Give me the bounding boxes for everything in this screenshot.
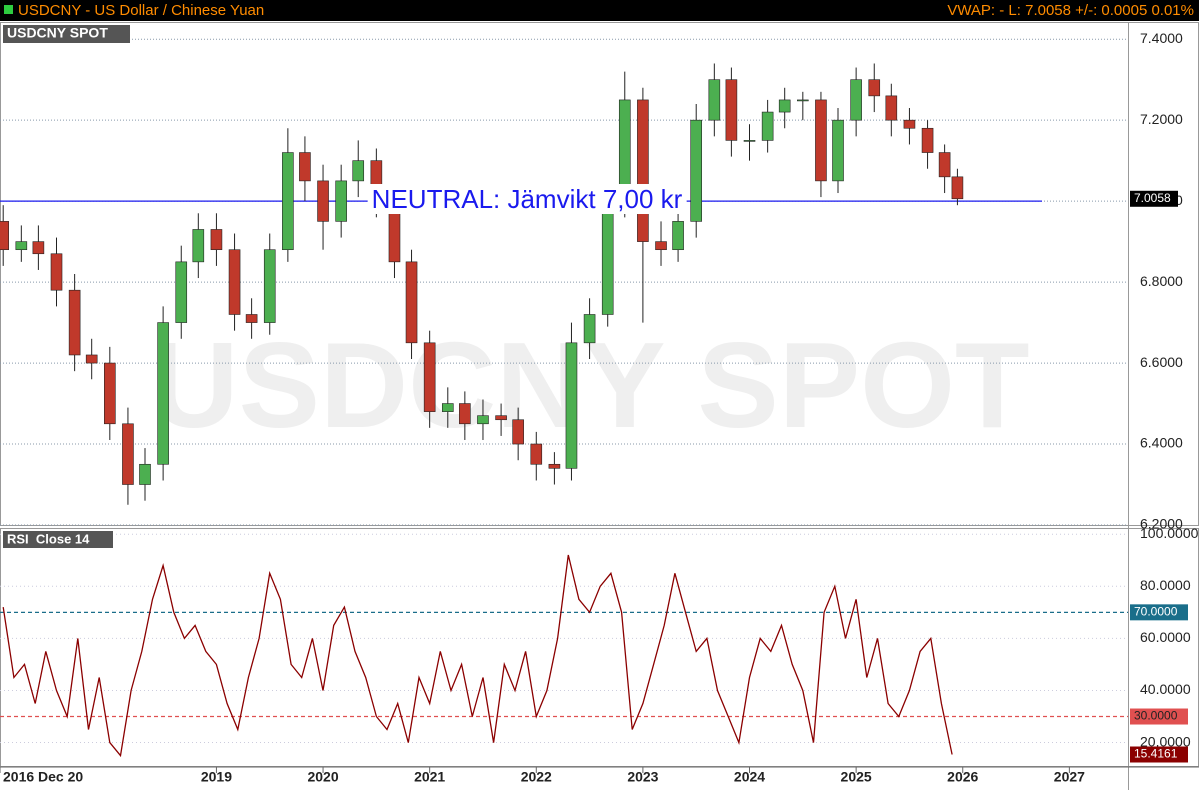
candle-body — [583, 314, 596, 344]
header-bar — [0, 0, 1199, 21]
candle-body — [50, 253, 63, 291]
panel-tag: RSI Close 14 — [7, 531, 90, 546]
y-tick-label: 60.0000 — [1140, 629, 1191, 645]
candle-body — [175, 261, 188, 323]
x-tick-label: 2023 — [627, 769, 658, 785]
candle-body — [32, 241, 45, 255]
candle-body — [725, 79, 738, 141]
x-tick-label: 2027 — [1054, 769, 1085, 785]
candle-body — [15, 241, 28, 251]
candle-body — [317, 180, 329, 222]
candle-body — [565, 342, 578, 469]
x-tick-label: 2024 — [734, 769, 765, 785]
candle-body — [778, 99, 791, 113]
panel-tag-bg — [3, 25, 130, 43]
y-tick-label: 6.4000 — [1140, 435, 1183, 451]
panel-tag: USDCNY SPOT — [7, 25, 108, 41]
candle-body — [495, 415, 507, 421]
candle-body — [655, 241, 667, 251]
rsi-panel — [0, 528, 1199, 767]
candle-body — [263, 249, 276, 323]
candle-body — [672, 221, 684, 251]
x-tick-label: 2016 Dec 20 — [3, 769, 83, 785]
x-tick-label: 2019 — [201, 769, 232, 785]
x-tick-label: 2022 — [521, 769, 552, 785]
candle-body — [548, 463, 561, 469]
candle-body — [743, 140, 756, 142]
candle-body — [423, 342, 436, 412]
panel-tag-bg — [3, 531, 113, 548]
x-tick-label: 2021 — [414, 769, 445, 785]
candle-body — [68, 289, 81, 356]
y-tick-label: 80.0000 — [1140, 577, 1191, 593]
annotation-bg — [367, 184, 687, 215]
candle-body — [477, 415, 489, 425]
candle-body — [850, 79, 862, 121]
candle-body — [441, 403, 454, 412]
candle-body — [85, 354, 98, 364]
candle-body — [192, 229, 205, 263]
reference-badge — [1130, 708, 1188, 725]
y-tick-label: 40.0000 — [1140, 681, 1191, 697]
reference-badge — [1130, 604, 1188, 621]
y-tick-label: 7.2000 — [1140, 111, 1183, 127]
candle-body — [228, 249, 241, 315]
candle-body — [282, 152, 294, 251]
candle-body — [832, 119, 844, 182]
candle-body — [104, 362, 116, 425]
y-tick-label: 7.4000 — [1140, 30, 1183, 46]
candle-body — [0, 221, 9, 251]
last-value-badge — [1130, 746, 1188, 763]
candle-body — [868, 79, 881, 97]
candle-body — [761, 111, 774, 141]
y-tick-label: 100.0000 — [1140, 525, 1199, 541]
last-value-label: 15.4161 — [1134, 747, 1178, 761]
header-status: VWAP: - L: 7.0058 +/-: 0.0005 0.01% — [947, 2, 1194, 19]
candle-body — [459, 403, 471, 425]
candle-body — [601, 200, 614, 315]
candle-body — [637, 99, 649, 242]
candle-body — [530, 443, 543, 465]
candle-body — [708, 79, 721, 121]
candle-body — [352, 160, 365, 182]
y-tick-label: 6.2000 — [1140, 516, 1183, 532]
candle-body — [938, 152, 951, 178]
y-tick-label: 6.6000 — [1140, 354, 1183, 370]
candle-body — [139, 463, 151, 485]
candle-body — [512, 419, 524, 445]
candle-body — [885, 95, 898, 121]
reference-label: 70.0000 — [1134, 605, 1178, 619]
candle-body — [903, 119, 916, 129]
rsi-line — [2, 554, 953, 758]
x-tick-label: 2020 — [307, 769, 338, 785]
candle-body — [921, 127, 934, 153]
reference-label: 30.0000 — [1134, 709, 1178, 723]
last-value-badge — [1130, 190, 1178, 207]
x-tick-label: 2026 — [947, 769, 978, 785]
y-tick-label: 6.8000 — [1140, 273, 1183, 289]
candle-body — [210, 229, 223, 251]
candle-body — [299, 152, 311, 182]
candle-body — [690, 119, 703, 222]
annotation-text: NEUTRAL: Jämvikt 7,00 kr — [372, 184, 683, 214]
candle-body — [157, 322, 169, 465]
candle-body — [122, 423, 134, 485]
y-tick-label: 20.0000 — [1140, 733, 1191, 749]
candle-body — [245, 314, 258, 323]
last-value-label: 7.0058 — [1134, 191, 1171, 205]
candle-body — [797, 99, 809, 102]
candle-body — [815, 99, 827, 182]
x-tick-label: 2025 — [841, 769, 872, 785]
candle-body — [335, 180, 347, 222]
candle-body — [951, 176, 964, 200]
status-icon — [4, 5, 13, 14]
candle-body — [405, 261, 418, 344]
header-title: USDCNY - US Dollar / Chinese Yuan — [18, 2, 264, 19]
